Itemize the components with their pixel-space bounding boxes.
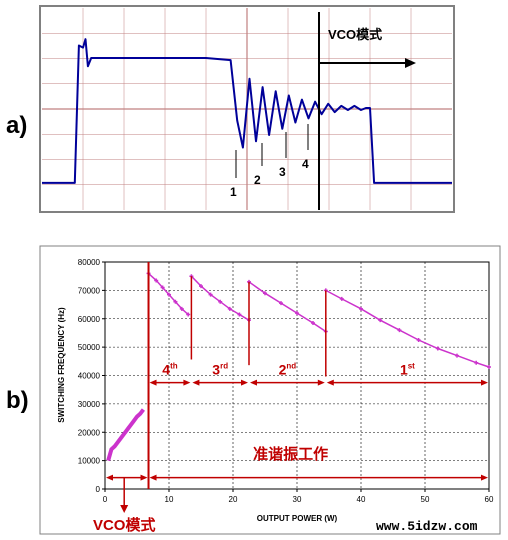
frequency-point — [416, 338, 421, 343]
frequency-point — [339, 296, 344, 301]
region-label-number: 4 — [162, 362, 170, 378]
mode-range-arrow-head-left — [106, 474, 113, 481]
frequency-point — [167, 292, 171, 297]
panel-b-frame — [39, 245, 501, 535]
panel-b-axes: 0 10 20 30 40 50 60 0 10000 20000 30000 40000 50000 6… — [78, 258, 494, 504]
x-axis-title: OUTPUT POWER (W) — [257, 514, 338, 523]
y-tick-label: 50000 — [78, 343, 101, 352]
valley-marker-label: 2 — [254, 173, 261, 187]
y-tick-label: 30000 — [78, 400, 101, 409]
y-tick-label: 40000 — [78, 372, 101, 381]
panel-a-grid — [42, 8, 452, 210]
x-tick-label: 0 — [103, 495, 108, 504]
panel-a-trace-layer — [42, 38, 452, 184]
frequency-point — [160, 285, 165, 290]
panel-b-annotations: 4th 3rd 2nd 1st 准谐振工作 VCO模式 — [93, 362, 488, 534]
region-arrow-head-left — [326, 379, 334, 386]
x-tick-label: 60 — [485, 495, 494, 504]
frequency-point — [208, 292, 213, 297]
frequency-point — [378, 318, 383, 323]
x-tick-label: 20 — [229, 495, 238, 504]
region-label-suffix: rd — [220, 362, 228, 371]
panel-a-markers: 1 2 3 4 — [230, 124, 309, 199]
region-label-number: 1 — [400, 362, 408, 378]
frequency-point — [186, 312, 191, 317]
region-arrow-head-left — [250, 379, 257, 386]
frequency-point — [487, 364, 491, 369]
region-label: 4th — [162, 362, 177, 378]
mode-range-arrow-head-left — [149, 474, 157, 481]
x-tick-label: 50 — [421, 495, 430, 504]
frequency-point — [397, 328, 402, 333]
frequency-point — [295, 311, 299, 316]
frequency-point — [199, 284, 203, 289]
frequency-point — [237, 312, 242, 317]
region-arrow-head-right — [241, 379, 248, 386]
frequency-curve-segment — [248, 281, 327, 333]
y-tick-label: 80000 — [78, 258, 101, 267]
frequency-point — [227, 306, 232, 311]
panel-a-chart: VCO模式 1 2 3 4 — [39, 5, 455, 213]
frequency-point — [474, 360, 479, 365]
x-tick-label: 10 — [165, 495, 174, 504]
region-arrow-head-right — [183, 379, 191, 386]
panel-b-grid — [105, 262, 489, 489]
x-tick-label: 40 — [357, 495, 366, 504]
frequency-point — [359, 306, 363, 311]
panel-a-vco-label: VCO模式 — [328, 27, 382, 42]
panel-b-curve-layer — [106, 262, 491, 489]
region-label: 1st — [400, 362, 415, 378]
region-arrow-head-right — [317, 379, 325, 386]
frequency-point — [263, 291, 267, 296]
region-arrow-head-left — [192, 379, 200, 386]
panel-b-vco-label: VCO模式 — [93, 516, 156, 534]
frequency-point — [173, 299, 178, 304]
frequency-point — [279, 301, 283, 306]
y-tick-label: 10000 — [78, 457, 101, 466]
frequency-point — [218, 299, 223, 304]
vco-arrowhead — [405, 58, 416, 68]
frequency-curve-segment — [106, 408, 145, 462]
region-label-suffix: st — [408, 362, 415, 371]
panel-b-chart: 0 10 20 30 40 50 60 0 10000 20000 30000 40000 50000 6… — [39, 245, 501, 535]
quasi-resonant-label: 准谐振工作 — [253, 445, 328, 463]
region-label-number: 3 — [212, 362, 220, 378]
y-tick-label: 0 — [96, 485, 101, 494]
y-tick-label: 70000 — [78, 286, 101, 295]
valley-marker-label: 1 — [230, 185, 237, 199]
region-arrow-head-left — [149, 379, 157, 386]
valley-marker-label: 4 — [302, 157, 309, 171]
region-label-suffix: th — [170, 362, 178, 371]
region-label-suffix: nd — [286, 362, 296, 371]
region-label: 2nd — [279, 362, 297, 378]
panel-b-label: b) — [6, 387, 29, 414]
y-tick-label: 60000 — [78, 315, 101, 324]
frequency-point — [455, 353, 459, 358]
vco-pointer-head — [120, 505, 129, 513]
panel-a-label: a) — [6, 112, 27, 139]
mode-range-arrow-head-right — [140, 474, 148, 481]
region-label-number: 2 — [279, 362, 287, 378]
x-tick-label: 30 — [293, 495, 302, 504]
watermark: www.5idzw.com — [376, 519, 478, 534]
frequency-point — [154, 278, 159, 283]
mode-range-arrow-head-right — [481, 474, 488, 481]
frequency-curve-segment — [325, 289, 490, 368]
region-label: 3rd — [212, 362, 228, 378]
frequency-point — [179, 306, 184, 311]
frequency-point — [435, 346, 440, 351]
region-arrow-head-right — [481, 379, 488, 386]
valley-marker-label: 3 — [279, 165, 286, 179]
waveform-trace — [42, 38, 452, 184]
y-tick-label: 20000 — [78, 428, 101, 437]
y-axis-title: SWITCHING FREQUENCY (Hz) — [57, 307, 66, 423]
frequency-point — [311, 321, 315, 326]
